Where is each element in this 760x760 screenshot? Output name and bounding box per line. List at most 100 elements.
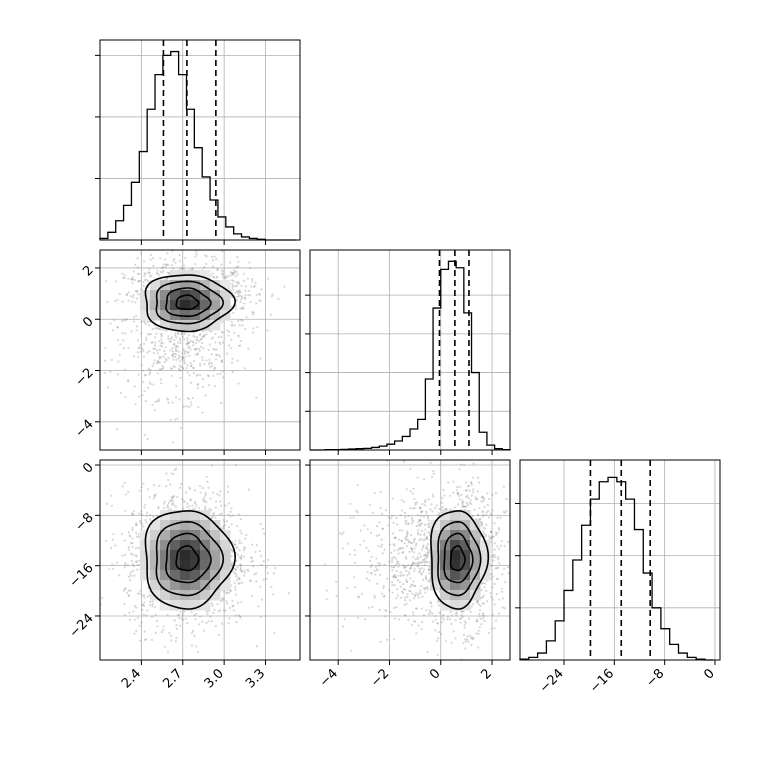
scatter-point: [232, 604, 235, 608]
scatter-point: [283, 285, 286, 288]
scatter-point: [391, 569, 394, 572]
scatter-point: [487, 497, 491, 501]
scatter-point: [142, 355, 146, 358]
scatter-point: [399, 514, 402, 517]
scatter-point: [145, 514, 149, 517]
scatter-point: [287, 592, 291, 595]
scatter-point: [194, 618, 197, 621]
scatter-point: [153, 495, 156, 498]
scatter-point: [435, 504, 438, 507]
scatter-point: [493, 548, 496, 551]
scatter-point: [503, 607, 506, 610]
scatter-point: [269, 313, 272, 316]
scatter-point: [409, 565, 413, 568]
scatter-point: [399, 574, 403, 578]
scatter-point: [414, 544, 417, 547]
scatter-point: [106, 386, 110, 389]
scatter-point: [490, 530, 493, 534]
scatter-point: [425, 536, 428, 539]
scatter-point: [220, 597, 224, 600]
scatter-point: [397, 574, 400, 577]
scatter-point: [175, 627, 179, 631]
scatter-point: [482, 582, 485, 585]
scatter-point: [152, 383, 155, 386]
x-tick-label: 0: [701, 666, 717, 682]
scatter-point: [199, 491, 202, 494]
scatter-point: [226, 329, 229, 332]
scatter-point: [229, 515, 232, 518]
scatter-point: [195, 374, 198, 377]
scatter-point: [239, 568, 242, 571]
scatter-point: [477, 513, 480, 517]
scatter-point: [235, 573, 238, 576]
scatter-point: [482, 513, 485, 516]
scatter-point: [407, 570, 410, 573]
scatter-point: [414, 558, 417, 561]
scatter-point: [446, 615, 450, 618]
scatter-point: [248, 267, 252, 270]
scatter-point: [413, 537, 417, 540]
y-tick-label: −24: [67, 611, 97, 641]
scatter-point: [193, 335, 196, 339]
scatter-point: [134, 618, 137, 621]
scatter-point: [404, 537, 407, 540]
scatter-point: [403, 596, 406, 599]
scatter-point: [233, 567, 236, 570]
scatter-point: [225, 591, 228, 595]
scatter-point: [467, 496, 470, 500]
scatter-point: [193, 507, 196, 510]
scatter-point: [478, 517, 481, 521]
scatter-point: [212, 244, 214, 246]
density-cell: [470, 590, 481, 601]
scatter-point: [111, 538, 114, 541]
scatter-point: [416, 556, 419, 559]
scatter-point: [185, 405, 188, 408]
scatter-point: [385, 509, 388, 512]
scatter-point: [461, 501, 464, 504]
scatter-point: [235, 281, 238, 284]
scatter-point: [426, 537, 429, 541]
scatter-point: [404, 555, 407, 559]
scatter-point: [233, 543, 236, 546]
scatter-point: [139, 512, 143, 515]
scatter-point: [141, 608, 144, 612]
scatter-point: [240, 557, 243, 561]
scatter-point: [388, 589, 391, 592]
density-cell: [220, 290, 231, 301]
scatter-point: [183, 359, 186, 362]
density-cell: [210, 530, 221, 541]
scatter-point: [449, 508, 452, 511]
scatter-point: [137, 533, 141, 536]
axes-frame: [309, 459, 511, 661]
x-tick-label: 2.4: [119, 666, 144, 691]
scatter-point: [418, 506, 421, 509]
scatter-point: [499, 544, 503, 547]
scatter-point: [239, 563, 242, 566]
scatter-point: [119, 343, 122, 346]
scatter-point: [404, 520, 407, 523]
density-cell: [460, 560, 471, 571]
scatter-point: [198, 374, 202, 377]
scatter-point: [156, 349, 159, 352]
p1-p3: 0−8−16−242.4 2.7 3.0 3.3: [67, 459, 301, 691]
scatter-point: [232, 272, 235, 275]
scatter-point: [231, 279, 234, 282]
scatter-point: [131, 276, 135, 279]
scatter-point: [256, 326, 259, 329]
scatter-point: [137, 546, 140, 549]
scatter-point: [188, 374, 191, 377]
scatter-point: [367, 549, 370, 553]
y-tick-label: −4: [72, 417, 96, 441]
histogram-step: [519, 476, 714, 661]
scatter-point: [239, 344, 242, 347]
scatter-point: [191, 508, 194, 511]
density-cell: [430, 530, 441, 541]
scatter-point: [226, 602, 229, 605]
density-cell: [450, 520, 461, 531]
scatter-point: [396, 560, 399, 563]
scatter-point: [217, 633, 220, 637]
scatter-point: [392, 543, 395, 546]
contour-line: [175, 294, 200, 311]
scatter-point: [478, 608, 482, 612]
scatter-point: [434, 629, 437, 632]
